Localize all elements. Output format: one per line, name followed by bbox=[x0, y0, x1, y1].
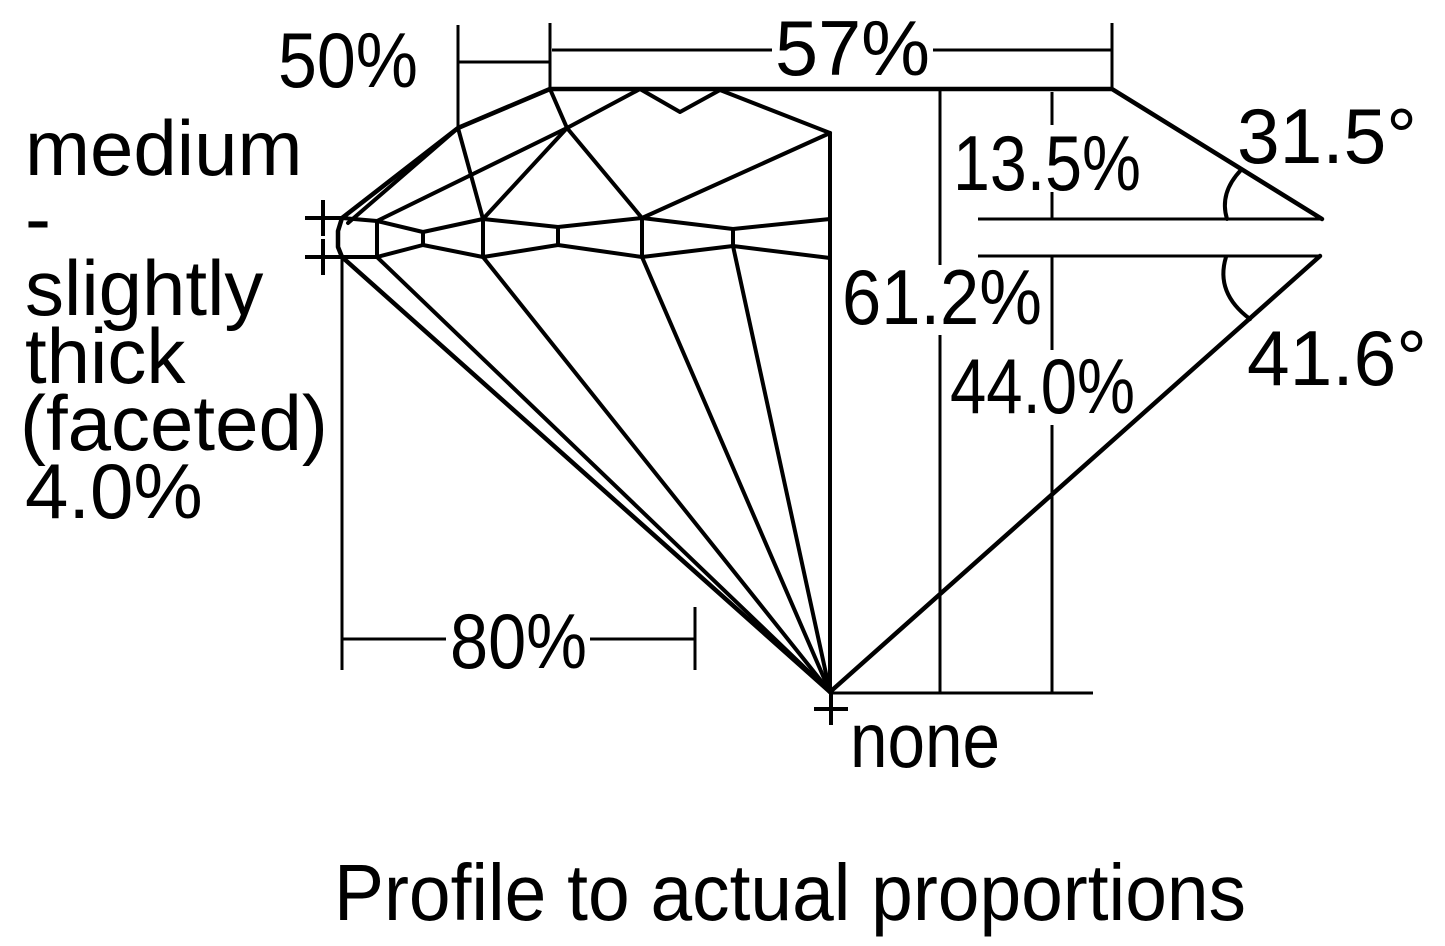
star-length-label: 50% bbox=[278, 16, 418, 104]
girdle-description-line: (faceted) bbox=[20, 379, 328, 467]
star-facet-zigzag bbox=[565, 87, 722, 130]
girdle-description-line: - bbox=[25, 174, 51, 262]
pavilion-facet bbox=[481, 255, 832, 694]
girdle-description: medium - slightly thick (faceted) 4.0% bbox=[20, 104, 328, 535]
pavilion-depth-label: 44.0% bbox=[950, 342, 1135, 430]
girdle-description-line: medium bbox=[25, 104, 302, 192]
crown-facet bbox=[548, 87, 569, 130]
crown-facet-lines bbox=[346, 87, 832, 225]
culet-mark bbox=[814, 693, 848, 725]
lower-girdle-label: 80% bbox=[450, 597, 587, 685]
girdle-upper-plus-mark bbox=[305, 200, 343, 236]
angle-arcs bbox=[1221, 168, 1252, 321]
crown-facet bbox=[456, 126, 485, 221]
girdle-bottom-edge bbox=[340, 243, 832, 260]
crown-facet bbox=[346, 126, 460, 225]
pavilion-facet bbox=[731, 244, 832, 694]
girdle-tip-face bbox=[335, 215, 345, 260]
pavilion-facet-lines bbox=[375, 131, 832, 694]
dimension-lines bbox=[340, 23, 1323, 695]
girdle-description-line: slightly bbox=[25, 244, 263, 332]
girdle-top-edge bbox=[340, 216, 832, 234]
girdle-description-line: thick bbox=[25, 312, 186, 400]
crown-angle-arc bbox=[1222, 168, 1243, 221]
crown-angle-label: 31.5° bbox=[1237, 92, 1417, 180]
table-and-right-crown-edge bbox=[547, 86, 1325, 222]
table-size-label: 57% bbox=[775, 4, 930, 92]
culet-plus-mark bbox=[814, 693, 848, 725]
pavilion-angle-label: 41.6° bbox=[1247, 314, 1427, 402]
crown-facet bbox=[718, 88, 832, 135]
diagram-caption: Profile to actual proportions bbox=[334, 848, 1246, 937]
crown-facet bbox=[565, 126, 644, 220]
crown-facet bbox=[640, 131, 832, 220]
culet-label: none bbox=[850, 696, 1000, 784]
total-depth-label: 61.2% bbox=[842, 253, 1042, 341]
crown-facet bbox=[481, 126, 569, 221]
girdle-scallop bbox=[340, 216, 832, 260]
pavilion-angle-arc bbox=[1221, 255, 1252, 321]
girdle-description-line: 4.0% bbox=[25, 447, 203, 535]
crown-height-label: 13.5% bbox=[953, 119, 1141, 207]
girdle-lower-plus-mark bbox=[305, 239, 343, 275]
pavilion-facet bbox=[640, 255, 832, 694]
pavilion-facet bbox=[375, 255, 832, 694]
girdle-thickness-marks bbox=[305, 200, 343, 275]
girdle-facet-junctions bbox=[375, 216, 735, 259]
